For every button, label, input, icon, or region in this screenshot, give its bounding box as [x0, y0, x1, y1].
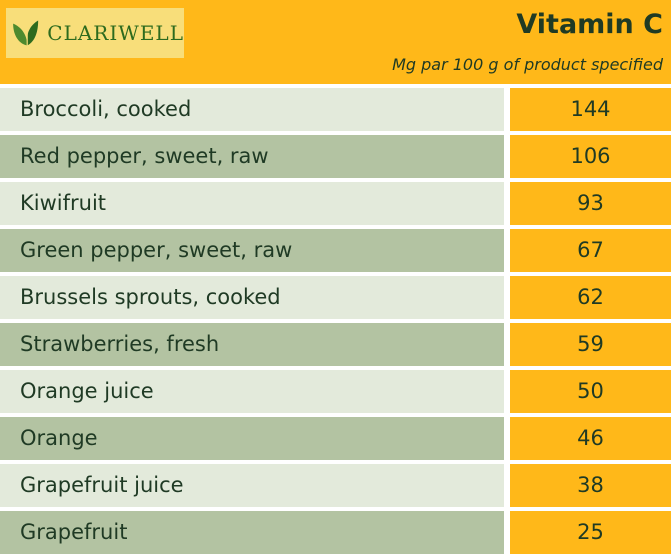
vitamin-c-value: 144: [510, 88, 671, 131]
table-row: Brussels sprouts, cooked 62: [0, 276, 671, 323]
leaf-icon: [13, 20, 39, 46]
vitamin-c-value: 62: [510, 276, 671, 319]
table-row: Orange 46: [0, 417, 671, 464]
table-row: Kiwifruit 93: [0, 182, 671, 229]
chart-subtitle: Mg par 100 g of product specified: [392, 55, 663, 74]
vitamin-c-value: 106: [510, 135, 671, 178]
food-name: Green pepper, sweet, raw: [0, 229, 504, 272]
chart-title: Vitamin C: [516, 9, 663, 40]
food-name: Brussels sprouts, cooked: [0, 276, 504, 319]
table-row: Red pepper, sweet, raw 106: [0, 135, 671, 182]
vitamin-c-value: 67: [510, 229, 671, 272]
table-row: Grapefruit 25: [0, 511, 671, 558]
food-name: Orange juice: [0, 370, 504, 413]
vitamin-c-value: 59: [510, 323, 671, 366]
table-row: Grapefruit juice 38: [0, 464, 671, 511]
table-row: Green pepper, sweet, raw 67: [0, 229, 671, 276]
logo: CLARIWELL: [6, 8, 184, 58]
food-name: Orange: [0, 417, 504, 460]
data-table: Broccoli, cooked 144 Red pepper, sweet, ra…: [0, 88, 671, 558]
table-row: Broccoli, cooked 144: [0, 88, 671, 135]
food-name: Kiwifruit: [0, 182, 504, 225]
vitamin-c-value: 93: [510, 182, 671, 225]
food-name: Red pepper, sweet, raw: [0, 135, 504, 178]
logo-text: CLARIWELL: [47, 21, 184, 45]
header: CLARIWELL Vitamin C Mg par 100 g of prod…: [0, 0, 671, 84]
food-name: Grapefruit: [0, 511, 504, 554]
vitamin-c-value: 46: [510, 417, 671, 460]
food-name: Grapefruit juice: [0, 464, 504, 507]
table-row: Strawberries, fresh 59: [0, 323, 671, 370]
vitamin-c-value: 50: [510, 370, 671, 413]
vitamin-c-value: 38: [510, 464, 671, 507]
vitamin-c-value: 25: [510, 511, 671, 554]
table-row: Orange juice 50: [0, 370, 671, 417]
food-name: Strawberries, fresh: [0, 323, 504, 366]
food-name: Broccoli, cooked: [0, 88, 504, 131]
